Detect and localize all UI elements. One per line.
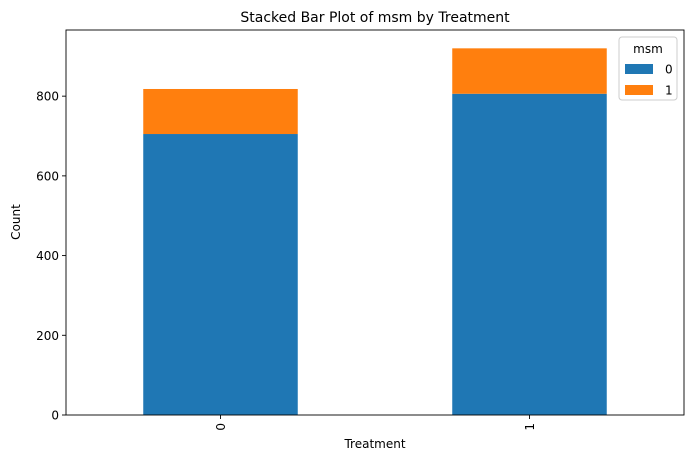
chart-title: Stacked Bar Plot of msm by Treatment bbox=[240, 10, 510, 26]
legend-title: msm bbox=[633, 42, 663, 56]
bars-layer bbox=[143, 48, 607, 416]
y-axis-label: Count bbox=[9, 204, 23, 240]
legend-swatch-1 bbox=[625, 85, 653, 95]
bar-treatment-0-msm-1 bbox=[143, 88, 298, 135]
x-tick-label: 0 bbox=[214, 423, 228, 431]
legend-swatch-0 bbox=[625, 64, 653, 74]
legend-label-0: 0 bbox=[665, 63, 673, 77]
x-tick-label: 1 bbox=[523, 423, 537, 431]
y-tick-label: 400 bbox=[36, 249, 59, 263]
bar-treatment-1-msm-1 bbox=[452, 48, 607, 94]
y-tick-label: 800 bbox=[36, 90, 59, 104]
bar-treatment-0-msm-0 bbox=[143, 134, 298, 416]
y-tick-label: 600 bbox=[36, 169, 59, 183]
plot-frame bbox=[65, 29, 685, 416]
legend-label-1: 1 bbox=[665, 84, 673, 98]
bar-treatment-1-msm-0 bbox=[452, 93, 607, 415]
x-axis-label: Treatment bbox=[343, 437, 405, 451]
y-tick-label: 200 bbox=[36, 329, 59, 343]
axes-layer bbox=[65, 29, 685, 416]
ticks-layer: 0 200 400 600 800 0 1 bbox=[36, 90, 537, 431]
y-tick-label: 0 bbox=[51, 409, 59, 423]
